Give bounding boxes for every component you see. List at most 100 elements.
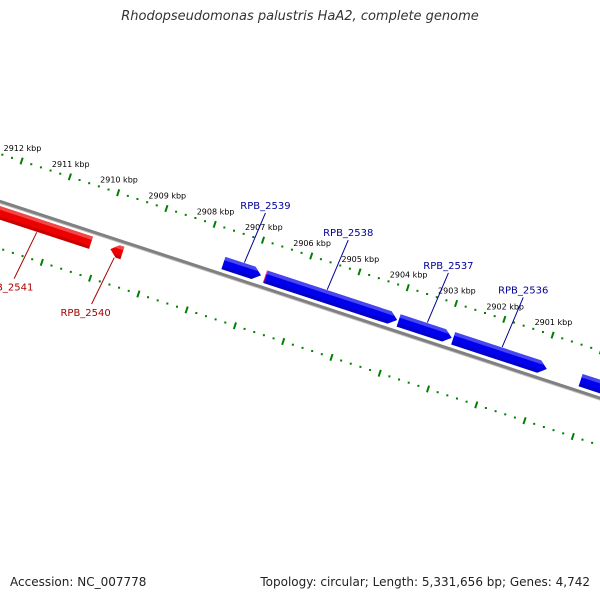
ruler-dot [146, 201, 149, 204]
ruler-dot [39, 166, 42, 169]
gene-label[interactable]: RPB_2538 [323, 228, 373, 239]
gene-rpb-2536[interactable] [451, 332, 547, 373]
gene-label-leader [243, 212, 266, 263]
ruler-dot [175, 210, 178, 213]
gene-label[interactable]: RPB_2540 [60, 308, 110, 319]
ruler-dot [49, 169, 52, 172]
ruler-dot [484, 407, 487, 410]
gene-highlight [454, 332, 544, 365]
gene-shade [112, 253, 122, 260]
gene-rpb-2541[interactable] [0, 205, 94, 249]
ruler-dot [301, 346, 304, 349]
backbone-layer [0, 199, 600, 401]
ruler-dot [194, 217, 197, 220]
gene-shade [263, 280, 393, 324]
gene-rpb-2539[interactable] [221, 256, 262, 280]
ruler-tick-label: 2906 kbp [293, 239, 331, 248]
gene-label[interactable]: RPB_2541 [0, 283, 33, 294]
ruler-dot [1, 153, 4, 156]
gene-label[interactable]: RPB_2537 [423, 261, 473, 272]
ruler-dot [426, 293, 429, 296]
gene-unlabeled-5[interactable] [263, 270, 398, 324]
ruler-dot [272, 337, 275, 340]
ruler-dot [136, 198, 139, 201]
ruler-tick-label: 2904 kbp [390, 271, 428, 280]
gene-shade [221, 266, 257, 280]
ruler-dot [465, 400, 468, 403]
ruler-dot [10, 156, 13, 159]
gene-arrow[interactable] [578, 373, 600, 406]
ruler-tick [260, 236, 266, 244]
ruler-dot [319, 258, 322, 261]
backbone-line [0, 199, 600, 400]
ruler-tick [88, 274, 93, 282]
ruler-dot [59, 172, 62, 175]
gene-shade [0, 216, 91, 249]
gene-shade [578, 383, 600, 394]
ruler-tick [522, 417, 527, 425]
gene-label[interactable]: RPB_2539 [240, 201, 290, 212]
ruler-dot [533, 422, 536, 425]
ruler-dot [126, 194, 129, 197]
ruler-tick [67, 173, 72, 181]
ruler-tick [212, 220, 217, 228]
ruler-tick [377, 369, 382, 377]
ruler-dot [562, 432, 565, 435]
gene-arrow[interactable] [396, 314, 452, 342]
ruler-dot [464, 305, 467, 308]
ruler-tick [570, 432, 575, 441]
ruler-dot [108, 283, 111, 286]
ruler-dot [542, 426, 545, 429]
ruler-dot [339, 264, 342, 267]
ruler-tick [474, 401, 479, 409]
gene-arrow[interactable] [263, 270, 398, 324]
ruler-tick [405, 284, 410, 292]
ruler-tick-label: 2907 kbp [245, 223, 283, 232]
gene-arrow[interactable] [221, 256, 262, 280]
gene-arrow[interactable] [110, 245, 125, 260]
ruler-dot [446, 394, 449, 397]
gene-arrow[interactable] [0, 205, 94, 249]
gene-rpb-2540[interactable] [110, 245, 125, 260]
ruler-dot [253, 331, 256, 334]
ruler-dot [30, 163, 33, 166]
ruler-dot [580, 343, 583, 346]
ruler-dot [329, 261, 332, 264]
ruler-dot [300, 251, 303, 254]
ruler-dot [532, 327, 535, 330]
ruler-dot [233, 229, 236, 232]
ruler-tick-label: 2911 kbp [52, 160, 90, 169]
ruler-dot [494, 410, 497, 413]
ruler-dot [570, 340, 573, 343]
gene-label-leader [426, 272, 449, 323]
ruler-dot [369, 369, 372, 372]
ruler-tick-label: 2908 kbp [197, 207, 235, 216]
ruler-dot [455, 397, 458, 400]
gene-layer[interactable] [0, 190, 600, 406]
ruler-dot [60, 267, 63, 270]
ruler-dot [21, 255, 24, 258]
ruler-dot [223, 226, 226, 229]
gene-rpb-2537[interactable] [396, 314, 452, 342]
ruler-dot [78, 179, 81, 182]
ruler-dot [166, 302, 169, 305]
ruler-tick [281, 337, 286, 346]
ruler-dot [513, 416, 516, 419]
ruler-dot [118, 286, 121, 289]
ruler-dot [377, 277, 380, 280]
ruler-tick [550, 331, 555, 339]
ruler-tick [39, 258, 44, 267]
ruler-dot [184, 213, 187, 216]
ruler-tick [116, 189, 121, 197]
gene-unlabeled-8[interactable] [578, 373, 600, 406]
ruler-tick [329, 353, 334, 362]
ruler-dot [581, 438, 584, 441]
gene-label[interactable]: RPB_2536 [498, 285, 548, 296]
gene-arrow[interactable] [451, 332, 547, 373]
ruler-dot [290, 248, 293, 251]
gene-highlight [224, 256, 258, 272]
ruler-dot [368, 274, 371, 277]
ruler-dot [50, 264, 53, 267]
